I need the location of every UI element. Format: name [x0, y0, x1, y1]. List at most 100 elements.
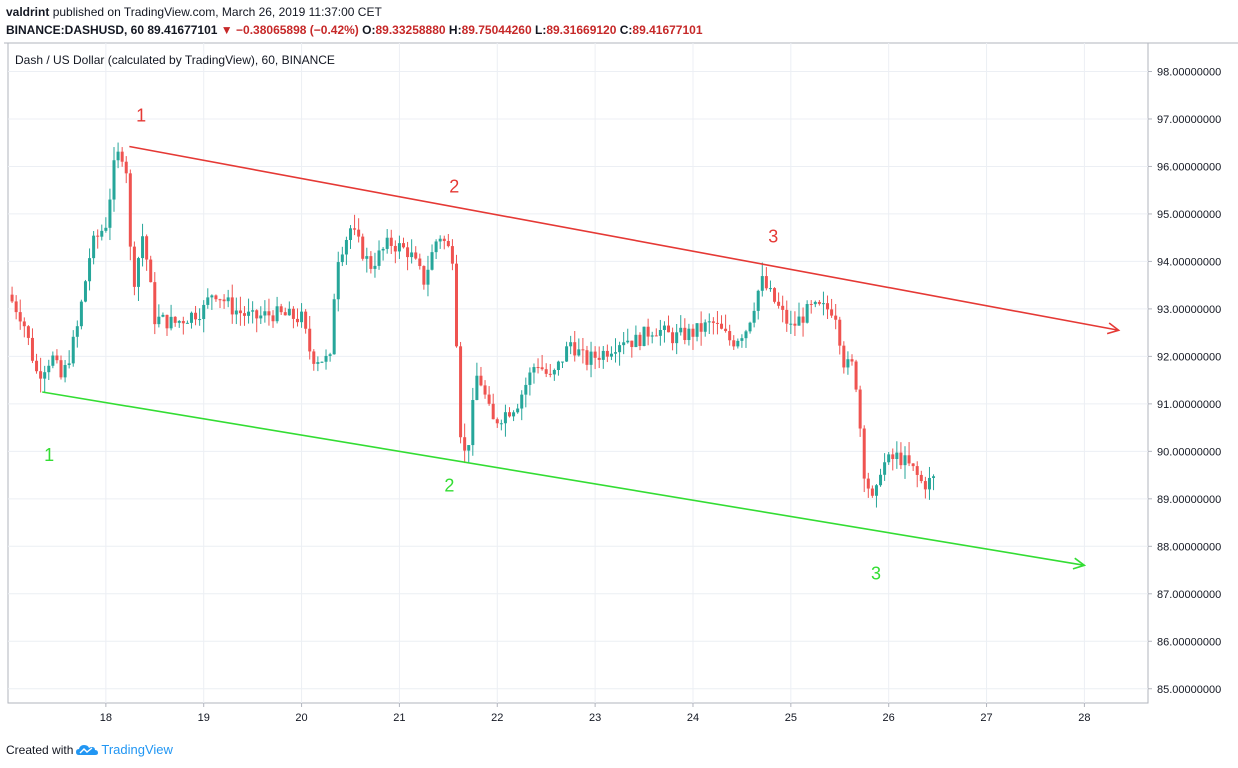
candle-body — [736, 340, 740, 347]
candle-body — [222, 299, 226, 302]
candle-body — [691, 328, 695, 337]
high-label: H: — [448, 23, 462, 37]
time-tick-label: 26 — [883, 712, 895, 724]
candle-body — [899, 452, 903, 466]
candle-body — [907, 455, 911, 464]
candle-body — [442, 238, 446, 242]
candle-body — [764, 276, 768, 289]
candle-body — [675, 332, 679, 344]
candle-body — [565, 346, 569, 362]
candle-body — [410, 252, 414, 258]
candle-body — [662, 325, 666, 330]
resistance-arrow-icon — [1106, 322, 1121, 335]
candle-body — [479, 375, 483, 386]
candle-body — [430, 252, 434, 270]
time-tick-label: 20 — [295, 712, 307, 724]
support-label: 3 — [871, 564, 881, 584]
candle-body — [194, 312, 198, 320]
candle-body — [242, 313, 246, 316]
candle-body — [499, 423, 503, 425]
candle-body — [467, 445, 471, 451]
candle-body — [108, 199, 112, 228]
candle-body — [438, 238, 442, 242]
candle-body — [173, 316, 177, 323]
candle-body — [316, 362, 320, 364]
tradingview-logo[interactable]: TradingView — [76, 742, 173, 757]
time-tick-label: 23 — [589, 712, 601, 724]
candle-body — [508, 412, 512, 417]
candle-body — [491, 403, 495, 420]
candle-body — [711, 321, 715, 323]
candle-body — [524, 384, 528, 395]
candle-body — [83, 281, 87, 302]
candle-body — [573, 342, 577, 356]
candle-body — [149, 259, 153, 283]
candle-body — [218, 299, 222, 301]
candle-body — [251, 310, 255, 312]
price-tick-label: 94.00000000 — [1157, 256, 1221, 268]
candle-body — [389, 237, 393, 246]
candle-body — [234, 310, 238, 315]
candle-body — [870, 488, 874, 496]
support-label: 1 — [44, 445, 54, 465]
price-tick-label: 96.00000000 — [1157, 161, 1221, 173]
low-label: L: — [535, 23, 547, 37]
candle-body — [112, 160, 116, 200]
candle-body — [654, 335, 658, 337]
candle-body — [381, 248, 385, 251]
candle-body — [181, 320, 185, 324]
price-tick-label: 91.00000000 — [1157, 399, 1221, 411]
candle-body — [618, 345, 622, 353]
support-label: 2 — [444, 476, 454, 496]
candle-body — [283, 312, 287, 316]
candle-body — [14, 301, 18, 313]
candle-body — [927, 477, 931, 490]
candle-body — [279, 306, 283, 313]
candle-body — [422, 266, 426, 285]
candle-body — [67, 363, 71, 366]
candle-body — [96, 235, 100, 237]
candle-body — [887, 454, 891, 463]
candle-body — [609, 353, 613, 357]
candle-body — [397, 243, 401, 252]
candle-body — [312, 351, 316, 364]
candle-body — [785, 309, 789, 324]
candle-body — [520, 394, 524, 409]
resistance-line — [129, 145, 1119, 332]
candle-body — [805, 304, 809, 323]
candle-body — [838, 319, 842, 346]
high-value: 89.75044260 — [461, 23, 532, 37]
candle-body — [768, 288, 772, 290]
candle-body — [756, 290, 760, 311]
candle-body — [919, 474, 923, 482]
candle-body — [255, 310, 259, 319]
created-with-text: Created with — [6, 742, 74, 757]
price-axis: 85.00000000 86.00000000 87.00000000 88.0000… — [1148, 66, 1221, 696]
candle-body — [569, 342, 573, 347]
symbol: BINANCE:DASHUSD, 60 — [6, 23, 145, 37]
candle-body — [369, 256, 373, 269]
time-tick-label: 27 — [980, 712, 992, 724]
candle-body — [752, 310, 756, 323]
down-arrow-icon: ▼ — [220, 23, 233, 37]
time-tick-label: 24 — [687, 712, 699, 724]
chart-grid — [4, 42, 1238, 704]
candle-body — [679, 327, 683, 333]
candle-body — [732, 340, 736, 347]
candle-body — [348, 228, 352, 240]
candle-body — [259, 315, 263, 319]
candle-body — [540, 367, 544, 370]
candle-body — [622, 342, 626, 346]
candle-body — [707, 321, 711, 323]
price-tick-label: 93.00000000 — [1157, 304, 1221, 316]
candle-body — [895, 452, 899, 460]
candle-body — [51, 355, 55, 366]
candle-body — [589, 351, 593, 365]
author-name[interactable]: valdrint — [6, 5, 50, 19]
price-tick-label: 86.00000000 — [1157, 636, 1221, 648]
candle-body — [22, 321, 26, 327]
candle-body — [915, 466, 919, 475]
price-tick-label: 98.00000000 — [1157, 66, 1221, 78]
price-tick-label: 89.00000000 — [1157, 494, 1221, 506]
